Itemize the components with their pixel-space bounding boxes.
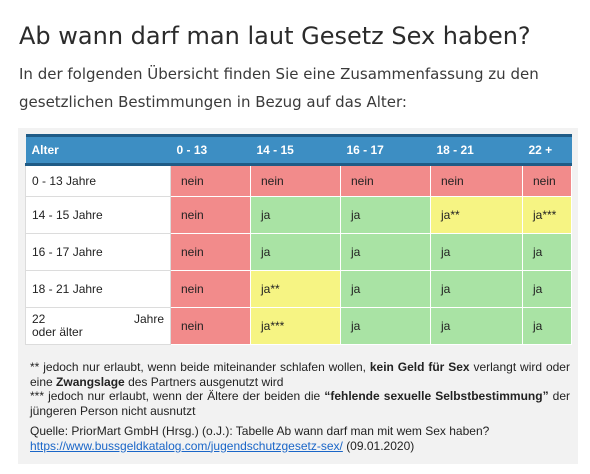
footnote-text: *** jedoch nur erlaubt, wenn der Ältere … [30,389,321,403]
intro-paragraph: In der folgenden Übersicht finden Sie ei… [19,65,539,111]
page-title: Ab wann darf man laut Gesetz Sex haben? [19,22,531,51]
header-cell: Alter [25,134,171,166]
header-cell: 22 + [522,134,572,166]
table-cell: ja [522,270,572,308]
table-cell: nein [250,164,341,197]
table-row: 14 - 15 Jahre nein ja ja ja** ja*** [25,196,572,234]
table-cell: ja [250,196,341,234]
table-cell: ja [340,270,431,308]
table-header-row: Alter 0 - 13 14 - 15 16 - 17 18 - 21 22 … [25,134,572,166]
table-cell: nein [170,307,251,345]
row-label-part: 22 [32,312,46,326]
row-label: 16 - 17 Jahre [25,233,171,271]
table-cell: ja*** [522,196,572,234]
row-label-part: Jahre [133,312,164,326]
header-cell: 0 - 13 [170,134,251,166]
table-cell: nein [170,270,251,308]
table-row: 16 - 17 Jahre nein ja ja ja ja [25,233,572,271]
header-cell: 16 - 17 [340,134,431,166]
table-row: 0 - 13 Jahre nein nein nein nein nein [25,164,572,197]
table-cell: ja [340,307,431,345]
table-cell: ja [522,233,572,271]
table-row: 22 Jahre oder älter nein ja*** ja ja ja [25,307,572,345]
footnote-emphasis: Zwangslage [56,374,125,389]
header-cell: 14 - 15 [250,134,341,166]
source-date: (09.01.2020) [346,438,415,453]
table-cell: ja [430,270,523,308]
row-label: 14 - 15 Jahre [25,196,171,234]
table-cell: ja [430,307,523,345]
age-table-image: Alter 0 - 13 14 - 15 16 - 17 18 - 21 22 … [18,128,578,464]
age-table: Alter 0 - 13 14 - 15 16 - 17 18 - 21 22 … [25,134,572,345]
table-cell: ja [250,233,341,271]
footnote-2: *** jedoch nur erlaubt, wenn der Ältere … [30,389,570,418]
header-cell: 18 - 21 [430,134,523,166]
table-cell: ja [430,233,523,271]
table-row: 18 - 21 Jahre nein ja** ja ja ja [25,270,572,308]
source-citation: Quelle: PriorMart GmbH (Hrsg.) (o.J.): T… [30,424,570,453]
table-cell: ja*** [250,307,341,345]
table-cell: ja [522,307,572,345]
table-cell: nein [170,196,251,234]
footnote-emphasis: kein Geld für Sex [369,360,470,374]
table-cell: nein [340,164,431,197]
table-cell: ja** [430,196,523,234]
row-label-part: oder älter [32,325,83,339]
footnote-text: ** jedoch nur erlaubt, wenn beide mitein… [30,360,366,374]
footnote-text: der jüngeren Person nicht ausnutzt [30,389,571,418]
row-label: 22 Jahre oder älter [25,307,171,345]
row-label: 0 - 13 Jahre [25,164,171,197]
source-text: Quelle: PriorMart GmbH (Hrsg.) (o.J.): T… [30,424,490,438]
table-footnotes: ** jedoch nur erlaubt, wenn beide mitein… [30,360,570,453]
table-cell: nein [522,164,572,197]
table-cell: nein [170,233,251,271]
footnote-emphasis: “fehlende sexuelle Selbstbestimmung” [324,389,549,403]
footnote-1: ** jedoch nur erlaubt, wenn beide mitein… [30,360,570,389]
footnote-text: des Partners ausgenutzt wird [128,374,284,389]
table-cell: ja [340,233,431,271]
footnote-text: verlangt wird oder eine [30,360,570,389]
source-link[interactable]: https://www.bussgeldkatalog.com/jugendsc… [30,438,343,453]
row-label: 18 - 21 Jahre [25,270,171,308]
table-cell: ja [340,196,431,234]
table-cell: ja** [250,270,341,308]
table-cell: nein [170,164,251,197]
table-cell: nein [430,164,523,197]
